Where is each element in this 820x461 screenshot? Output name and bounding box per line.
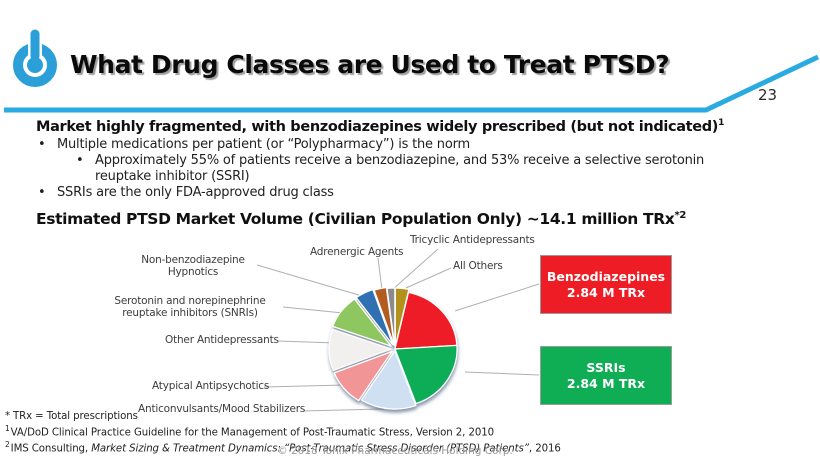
pie-label-adrenergic-agents: Adrenergic Agents: [310, 246, 404, 258]
benzodiazepines-callout: Benzodiazepines 2.84 M TRx: [540, 255, 672, 314]
heading-footnote-ref: 1: [718, 118, 724, 128]
pie-slice-all-others: [394, 287, 410, 347]
leader-lines: [256, 248, 540, 412]
heading-text: Market highly fragmented, with benzodiaz…: [36, 118, 719, 135]
callout-label: Benzodiazepines: [546, 268, 666, 284]
pie-chart: [328, 286, 458, 410]
section-heading: Market highly fragmented, with benzodiaz…: [36, 114, 798, 137]
footnote-asterisk: * TRx = Total prescriptions: [5, 411, 138, 422]
pie-slice-tricyclic-antidepressants: [386, 287, 396, 347]
bullet-text: Approximately 55% of patients receive a …: [95, 152, 705, 168]
footnotes: * TRx = Total prescriptions 1VA/DoD Clini…: [5, 411, 561, 456]
tonix-logo-icon: [13, 26, 57, 87]
pie-label-non-benzodiazepine-hypnotics: Non-benzodiazepine Hypnotics: [141, 254, 245, 278]
pie-slice-anticonvulsants-mood-stabilizers: [360, 350, 417, 410]
page-number: 23: [758, 86, 778, 104]
leader-benzo-box: [454, 283, 540, 312]
leader-atypical: [263, 384, 346, 388]
slide-title: What Drug Classes are Used to Treat PTSD…: [70, 50, 670, 79]
bullet-item: • SSRIs are the only FDA-approved drug c…: [38, 185, 798, 201]
footnote-1: 1VA/DoD Clinical Practice Guideline for …: [5, 424, 494, 439]
chart-title-text: Estimated PTSD Market Volume (Civilian P…: [36, 209, 675, 228]
bullet-item: • Multiple medications per patient (or “…: [38, 137, 798, 153]
leader-non-benzo: [256, 264, 363, 297]
pie-slice-atypical-antipsychotics: [333, 350, 393, 402]
pie-slice-adrenergic-agents: [373, 286, 395, 346]
leader-ssri-box: [464, 371, 540, 376]
leader-other-antidepressants: [277, 340, 337, 344]
sub-bullet-item: • Approximately 55% of patients receive …: [76, 153, 798, 185]
pie-slice-benzodiazepines: [394, 291, 458, 350]
callout-label: SSRIs: [586, 359, 626, 375]
pie-slice-other-antidepressants: [328, 328, 392, 372]
pie-label-all-others: All Others: [453, 260, 503, 272]
pie-label-snris: Serotonin and norepinephrine reuptake in…: [114, 295, 266, 319]
leader-snri: [282, 306, 344, 314]
leader-all-others: [405, 267, 452, 289]
leader-adrenergic: [377, 257, 383, 291]
chart-title: Estimated PTSD Market Volume (Civilian P…: [36, 210, 798, 228]
bullet-text: SSRIs are the only FDA-approved drug cla…: [57, 184, 334, 200]
bullet-glyph: •: [76, 152, 84, 168]
callout-value: 2.84 M TRx: [566, 284, 646, 300]
ssris-callout: SSRIs 2.84 M TRx: [540, 346, 672, 405]
pie-slice-serotonin-and-norepinephrine-reuptake-inhibitors-snris-: [332, 298, 392, 347]
pie-slice-non-benzodiazepine-hypnotics: [355, 289, 394, 346]
pie-label-atypical-antipsychotics: Atypical Antipsychotics: [152, 380, 270, 392]
bullet-text: Multiple medications per patient (or “Po…: [57, 136, 470, 152]
pie-slice-ssris: [394, 344, 458, 405]
bullet-glyph: •: [38, 184, 46, 200]
footnote-2: 2IMS Consulting, Market Sizing & Treatme…: [5, 440, 561, 455]
copyright-notice: © 2018 Tonix Pharmaceuticals Holding Cor…: [277, 445, 513, 457]
bullet-text: reuptake inhibitor (SSRI): [95, 168, 250, 184]
chart-title-footnote-ref: *2: [674, 209, 686, 221]
pie-label-other-antidepressants: Other Antidepressants: [165, 334, 279, 346]
pie-label-tricyclic-antidepressants: Tricyclic Antidepressants: [410, 234, 535, 246]
body-text: Market highly fragmented, with benzodiaz…: [36, 114, 798, 228]
pie-label-anticonvulsants-mood-stabilizers: Anticonvulsants/Mood Stabilizers: [138, 403, 306, 415]
bullet-glyph: •: [38, 136, 46, 152]
callout-value: 2.84 M TRx: [566, 375, 646, 391]
